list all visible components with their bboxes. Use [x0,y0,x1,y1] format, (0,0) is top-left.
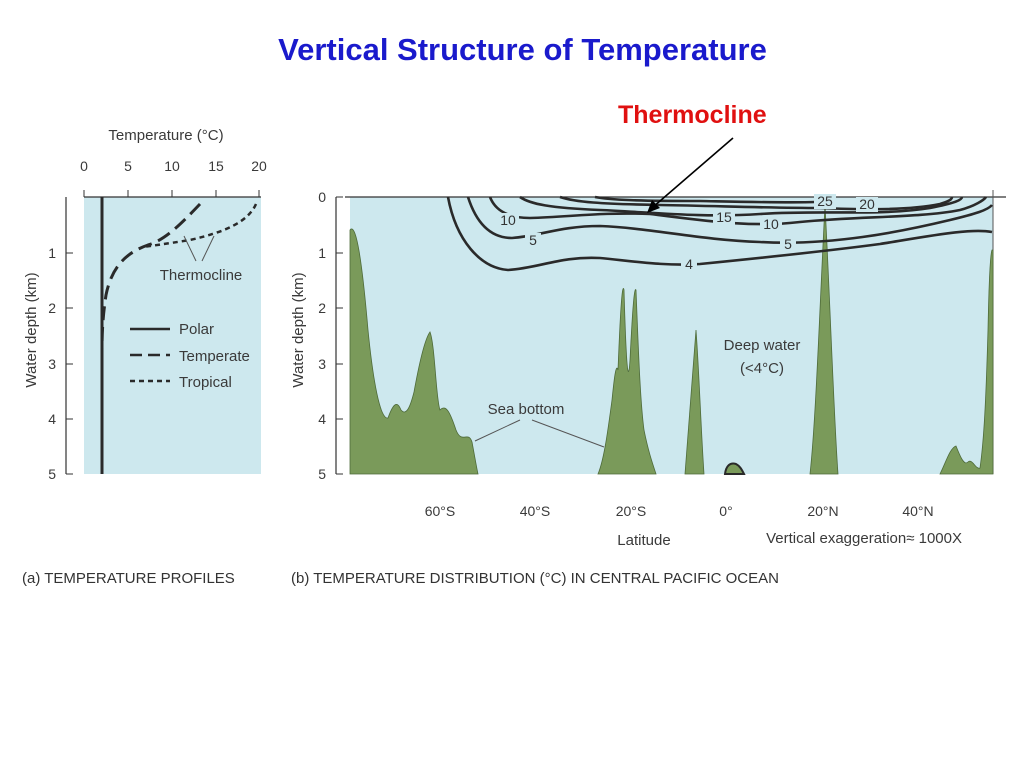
sea-floor-equator-bump [723,462,746,475]
isotherm-label-5-east: 5 [784,236,792,252]
panel-b: 0 1 2 3 4 5 Water depth (km) 25 20 15 [290,189,1006,587]
sea-floor [349,228,479,475]
deep-water-label: Deep water [724,337,801,354]
panel-b-x-tick-0: 0° [719,503,732,519]
panel-b-x-tick-20s: 20°S [616,503,647,519]
panel-a-y-tick-3: 3 [48,356,56,372]
panel-b-y-tick-5: 5 [318,466,326,482]
isotherm-5 [466,196,994,244]
vertical-exaggeration-note: Vertical exaggeration≈ 1000X [766,530,962,547]
panel-b-y-tick-2: 2 [318,300,326,316]
panel-b-y-tick-4: 4 [318,411,326,427]
legend-temperate: Temperate [179,348,250,365]
panel-b-x-tick-40n: 40°N [902,503,933,519]
isotherm-20 [559,195,954,211]
panel-a-y-axis-title: Water depth (km) [23,272,40,387]
thermocline-callout-arrow [647,137,734,213]
temperate-profile [100,202,202,353]
panel-a-y-tick-2: 2 [48,300,56,316]
panel-a-x-tick-10: 10 [164,158,180,174]
panel-a-legend: Polar Temperate Tropical [130,321,250,391]
panel-a-thermocline-label: Thermocline [160,267,243,284]
panel-a-y-tick-5: 5 [48,466,56,482]
panel-a-x-tick-0: 0 [80,158,88,174]
isotherm-15 [519,195,964,217]
panel-a-water [84,197,261,474]
panel-b-caption: (b) TEMPERATURE DISTRIBUTION (°C) IN CEN… [291,570,779,587]
sea-floor-east [939,249,994,475]
isotherm-label-10-west: 10 [500,212,516,228]
panel-b-x-tick-20n: 20°N [807,503,838,519]
isotherm-label-20: 20 [859,196,875,212]
panel-a-y-tick-1: 1 [48,245,56,261]
isotherm-4 [446,196,993,272]
panel-b-x-tick-60s: 60°S [425,503,456,519]
sea-floor-seamount-10s [684,329,705,475]
panel-b-y-axis-title: Water depth (km) [290,272,307,387]
isotherm-25 [594,195,816,204]
panel-b-y-tick-0: 0 [318,189,326,205]
sea-bottom-label: Sea bottom [488,401,565,418]
panel-a-caption: (a) TEMPERATURE PROFILES [22,570,235,587]
legend-polar: Polar [179,321,214,338]
isotherm-labels: 25 20 15 10 10 5 5 4 [497,193,878,272]
panel-b-x-axis-title: Latitude [617,532,670,549]
panel-a-y-tick-4: 4 [48,411,56,427]
panel-a: 0 5 10 15 20 Temperature (°C) 1 2 3 4 5 … [22,127,267,587]
panel-a-x-axis-title: Temperature (°C) [108,127,223,144]
isotherm-label-10-east: 10 [763,216,779,232]
isotherm-10 [488,196,988,226]
sea-floor-ridge-20s [597,288,657,475]
legend-tropical: Tropical [179,374,232,391]
isotherm-label-15: 15 [716,209,732,225]
isotherm-label-5-west: 5 [529,232,537,248]
panel-a-x-tick-5: 5 [124,158,132,174]
panel-a-x-tick-15: 15 [208,158,224,174]
isotherm-label-4: 4 [685,256,693,272]
panel-a-x-tick-20: 20 [251,158,267,174]
isotherms [446,195,994,272]
panel-b-y-tick-1: 1 [318,245,326,261]
isotherm-label-25: 25 [817,193,833,209]
panel-b-y-tick-3: 3 [318,356,326,372]
deep-water-temp-label: (<4°C) [740,360,784,377]
panel-b-x-tick-40s: 40°S [520,503,551,519]
thermocline-callout-label: Thermocline [618,101,767,129]
slide-title: Vertical Structure of Temperature [278,32,767,67]
